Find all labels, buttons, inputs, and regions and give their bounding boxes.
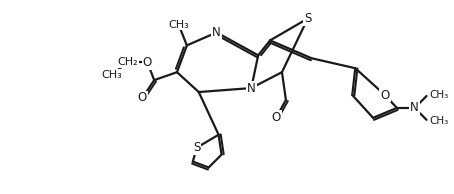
Text: O: O bbox=[380, 88, 390, 101]
Text: CH₃: CH₃ bbox=[429, 116, 449, 126]
Text: CH₃: CH₃ bbox=[429, 90, 449, 100]
Text: CH₃: CH₃ bbox=[101, 70, 122, 80]
Text: N: N bbox=[410, 101, 419, 114]
Text: O: O bbox=[143, 56, 152, 69]
Text: N: N bbox=[247, 81, 256, 94]
Text: CH₂: CH₂ bbox=[117, 57, 138, 67]
Text: CH₃: CH₃ bbox=[168, 20, 189, 29]
Text: O: O bbox=[138, 92, 147, 105]
Text: S: S bbox=[304, 12, 311, 25]
Text: S: S bbox=[193, 141, 201, 154]
Text: N: N bbox=[212, 26, 221, 39]
Text: O: O bbox=[271, 111, 281, 124]
